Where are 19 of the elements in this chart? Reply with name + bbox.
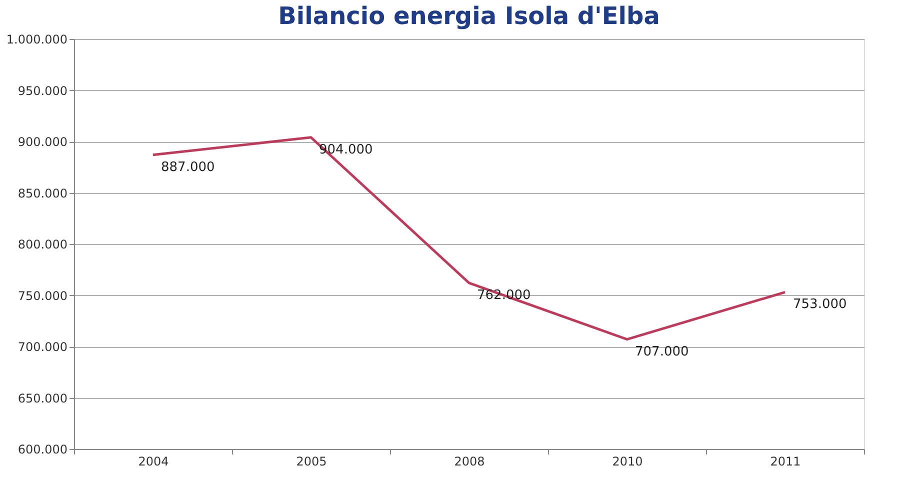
y-tick-label: 750.000 [18, 288, 68, 303]
data-label: 707.000 [635, 344, 689, 360]
x-tick-label: 2005 [296, 454, 327, 468]
y-tick-label: 800.000 [18, 238, 68, 252]
y-tick-label: 850.000 [18, 186, 68, 200]
x-tick-label: 2004 [138, 454, 169, 468]
line-series [152, 136, 786, 341]
x-tick-label: 2008 [454, 454, 485, 468]
x-tick-label: 2011 [770, 454, 801, 468]
y-tick-label: 700.000 [18, 340, 68, 354]
chart-title: Bilancio energia Isola d'Elba [278, 2, 660, 30]
y-tick-label: 900.000 [18, 135, 68, 149]
data-label: 753.000 [793, 297, 847, 312]
y-tick-label: 600.000 [18, 442, 68, 456]
x-tick-label: 2010 [612, 454, 643, 468]
y-tick-label: 650.000 [18, 391, 68, 406]
y-tick-label: 1.000.000 [6, 32, 68, 46]
y-tick-label: 950.000 [18, 84, 68, 98]
data-label: 887.000 [161, 160, 215, 175]
